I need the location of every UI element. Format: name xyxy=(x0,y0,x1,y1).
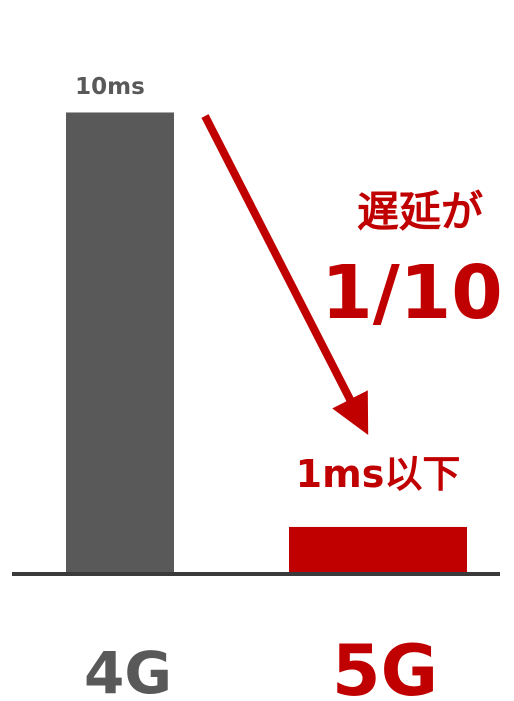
annotation-ratio-label: 1/10 xyxy=(321,250,503,336)
annotation-delay-label: 遅延が xyxy=(357,187,483,236)
category-label-4g: 4G xyxy=(84,639,172,701)
reduction-arrow xyxy=(201,114,369,435)
bar-5g xyxy=(289,526,467,573)
category-label-5g: 5G xyxy=(332,630,438,701)
bar-4g xyxy=(66,112,174,573)
value-label-4g: 10ms xyxy=(75,74,145,100)
value-label-5g: 1ms以下 xyxy=(296,452,461,496)
